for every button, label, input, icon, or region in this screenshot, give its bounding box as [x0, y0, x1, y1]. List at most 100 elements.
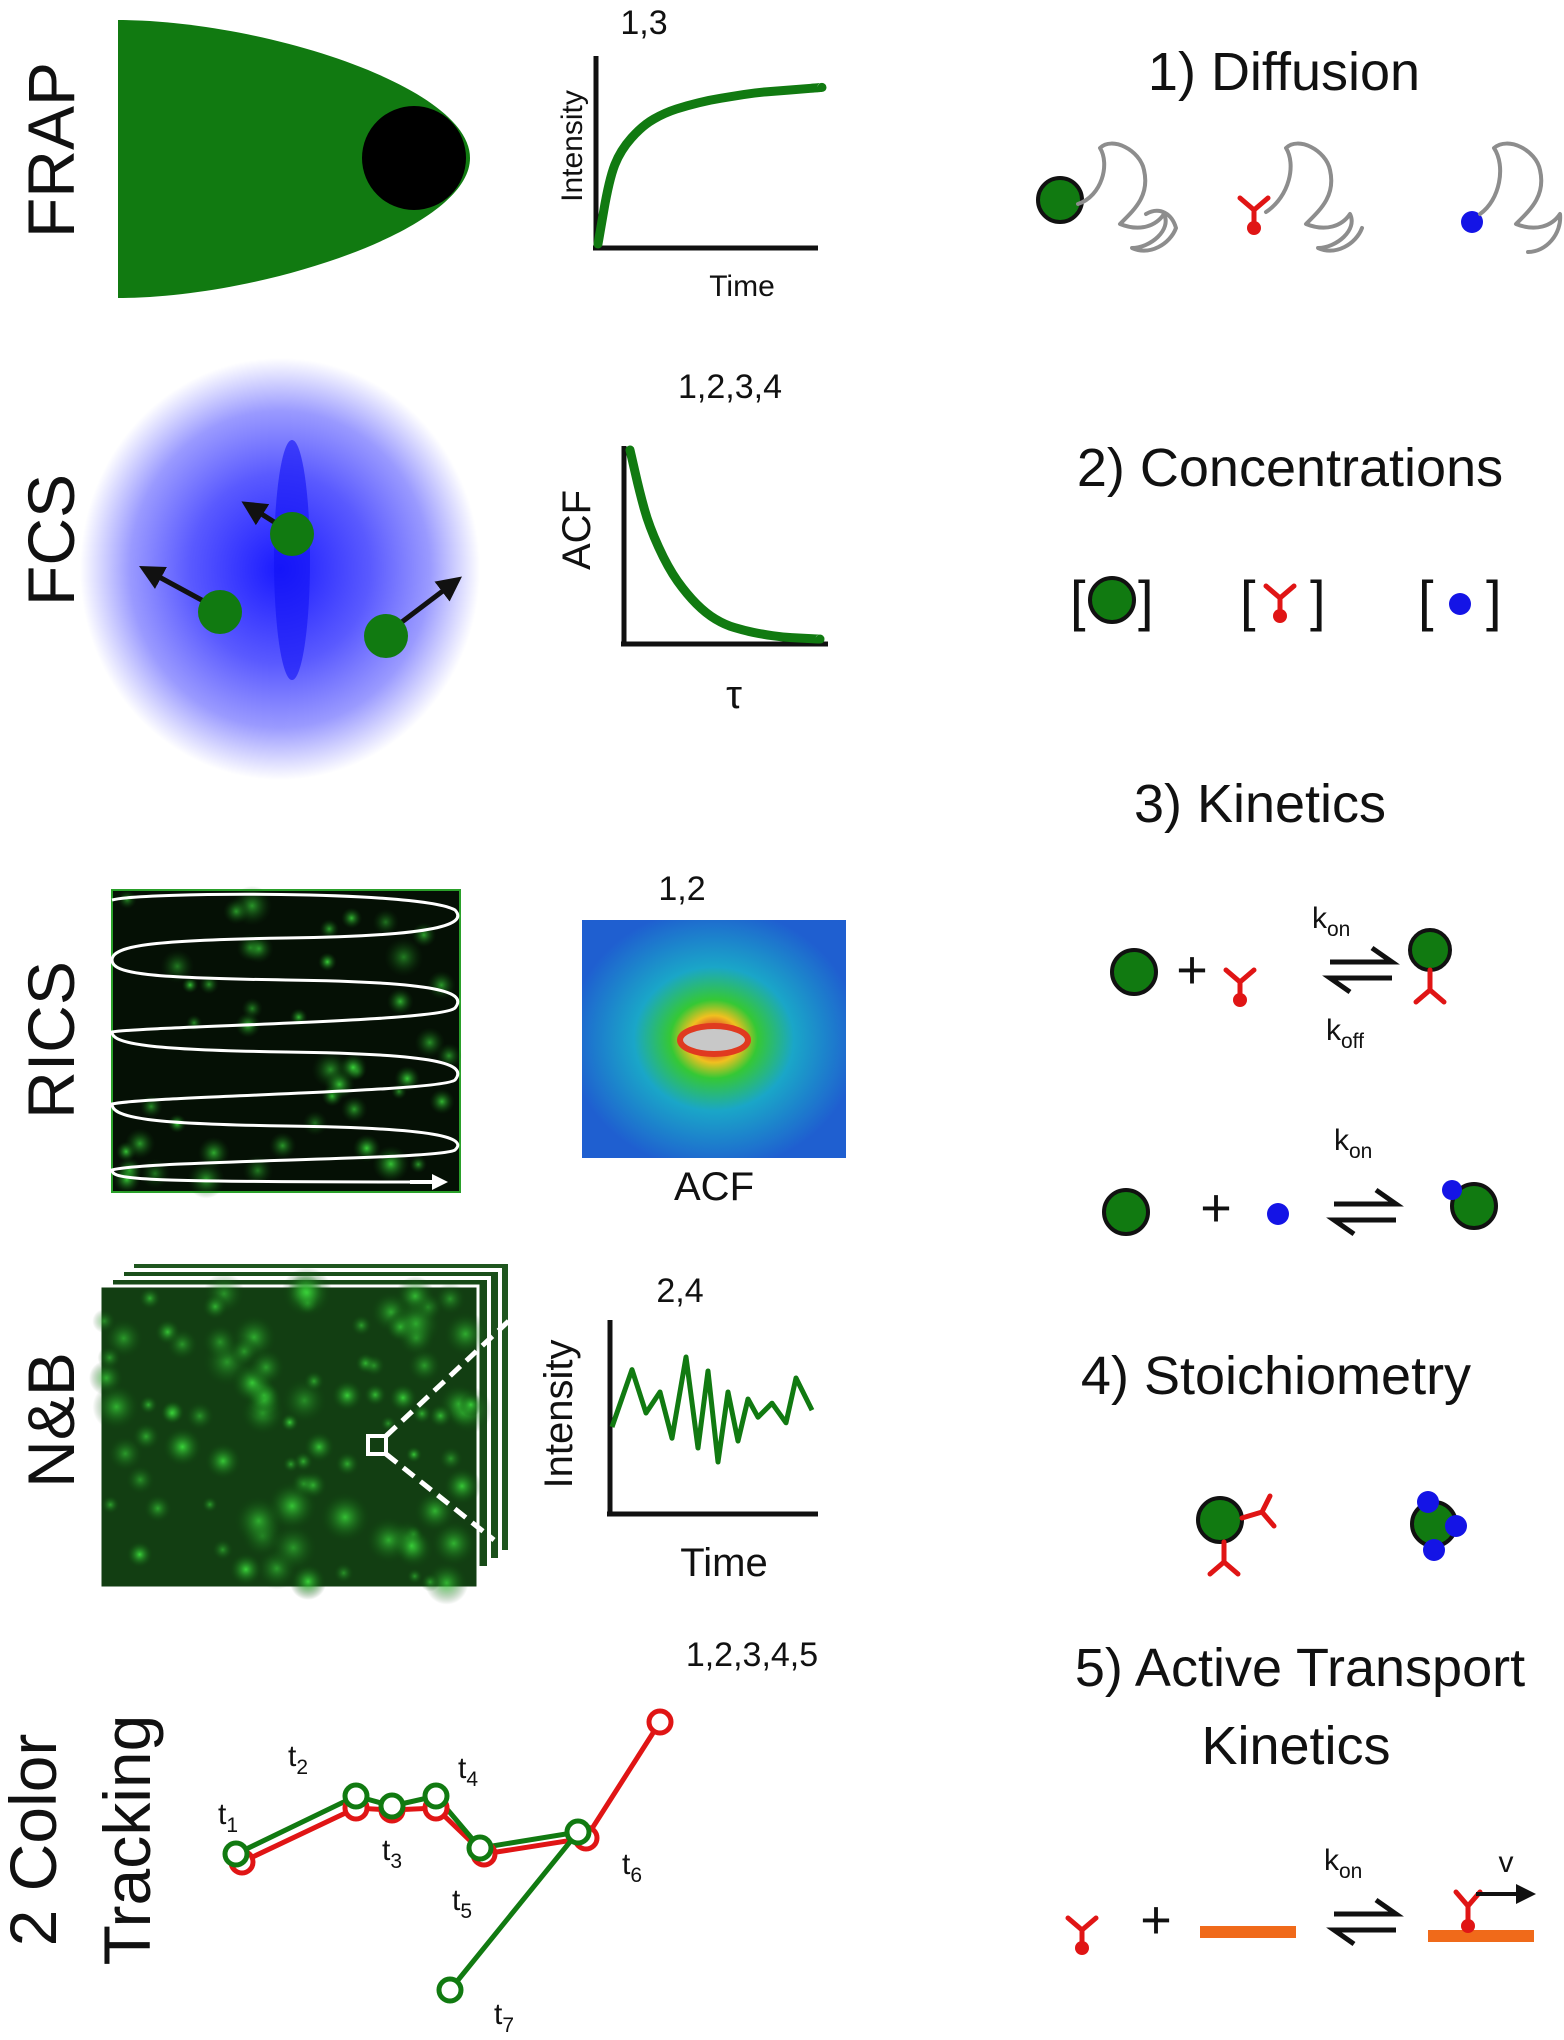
speckle: [289, 1563, 327, 1600]
kin2-green-particle: [1102, 1188, 1150, 1236]
speckle: [430, 1519, 478, 1567]
tracking-time-label-6: t6: [622, 1848, 642, 1887]
speckle: [181, 976, 199, 994]
kin2-kon-label: kon: [1334, 1124, 1372, 1163]
speckle: [414, 1027, 445, 1058]
speckle: [318, 952, 337, 972]
rics-caption: ACF: [674, 1165, 754, 1209]
speckle: [92, 1383, 141, 1431]
tracking-green-point-4: [422, 1782, 450, 1810]
speckle: [319, 919, 340, 939]
nb-panel: N&B 2,4 Intensity Time: [14, 1260, 818, 1605]
speckle: [303, 1431, 336, 1463]
conc-bracket-close-1: ]: [1138, 569, 1154, 632]
speckle: [420, 1572, 440, 1592]
concentrations-panel: 2) Concentrations [ ] [ ] [ ]: [1070, 438, 1503, 632]
nb-label: N&B: [14, 1352, 88, 1488]
stoich-green-particle-1: [1196, 1496, 1244, 1544]
nb-speckles: [88, 1267, 493, 1605]
kin2-product-blue: [1442, 1180, 1462, 1200]
tracking-time-label-7: t7: [494, 1998, 514, 2037]
fcs-focal-core: [274, 440, 310, 680]
tracking-green-track: [234, 1793, 585, 1992]
speckle: [246, 1348, 286, 1387]
speckle: [241, 997, 263, 1020]
speckle: [397, 1318, 436, 1357]
rics-acf-peak: [677, 1023, 751, 1057]
tracking-label-line2: Tracking: [90, 1715, 164, 1966]
diffusion-green-particle: [1036, 176, 1084, 224]
speckle: [341, 907, 363, 929]
speckle: [233, 1495, 285, 1547]
tracking-time-label-1: t1: [218, 1798, 238, 1837]
tracking-green-point-2: [342, 1782, 370, 1810]
tracking-time-label-3: t3: [382, 1834, 402, 1873]
speckle: [333, 1562, 355, 1584]
conc-blue-particle: [1449, 593, 1471, 615]
nb-zoom-line-bottom: [384, 1452, 496, 1542]
speckle: [319, 1491, 371, 1543]
fcs-ylabel: ACF: [555, 490, 599, 570]
rics-applies-to: 1,2: [658, 870, 705, 908]
speckle: [113, 1165, 141, 1194]
fcs-particle-1: [198, 590, 242, 634]
speckle: [268, 1523, 318, 1573]
speckle: [244, 934, 274, 964]
fcs-label: FCS: [14, 474, 88, 606]
speckle: [386, 988, 414, 1015]
kin1-plus: +: [1176, 940, 1208, 1000]
kin1-green-particle: [1110, 948, 1158, 996]
speckle: [442, 1466, 482, 1506]
kin2-plus: +: [1200, 1178, 1232, 1238]
speckle: [372, 908, 400, 936]
tracking-applies-to: 1,2,3,4,5: [686, 1636, 818, 1674]
stoich-blue-2: [1445, 1515, 1467, 1537]
speckle: [201, 1496, 219, 1513]
speckle: [409, 1155, 428, 1174]
stoich-blue-3: [1423, 1539, 1445, 1561]
fcs-particle-2: [270, 512, 314, 556]
kinetics-title: 3) Kinetics: [1134, 774, 1386, 834]
tracking-time-label-5: t5: [452, 1884, 472, 1923]
transport-velocity-label: v: [1499, 1846, 1514, 1879]
speckle: [429, 1088, 455, 1115]
diffusion-path-2: [1264, 141, 1364, 253]
speckle: [140, 1158, 170, 1189]
speckle: [424, 1561, 469, 1605]
frap-ylabel: Intensity: [556, 90, 589, 202]
speckle: [126, 1540, 154, 1569]
speckle: [363, 1383, 388, 1407]
speckle: [352, 1134, 381, 1163]
speckle: [411, 1403, 433, 1425]
speckle: [138, 1395, 159, 1415]
speckle: [362, 1354, 386, 1378]
kin1-product-antibody: [1413, 967, 1447, 1005]
fcs-acf-curve: [625, 445, 825, 644]
frap-cell: [118, 20, 470, 298]
diffusion-path-3: [1478, 141, 1563, 254]
speckle: [228, 1552, 264, 1587]
active-transport-title-line1: 5) Active Transport: [1075, 1638, 1525, 1698]
transport-equilibrium-arrows: [1326, 1897, 1404, 1947]
conc-bracket-open-2: [: [1240, 569, 1256, 632]
tracking-green-point-5: [466, 1834, 494, 1862]
diffusion-blue-particle: [1461, 211, 1483, 233]
tracking-green-point-7: [436, 1976, 464, 2004]
speckle: [334, 1451, 360, 1477]
speckle: [201, 1323, 239, 1361]
concentrations-title: 2) Concentrations: [1077, 438, 1503, 498]
stoich-antibodies: [1207, 1493, 1277, 1577]
fcs-panel: FCS 1,2,3,4 ACF τ: [14, 358, 828, 780]
speckle: [324, 1069, 355, 1100]
speckle: [282, 1455, 300, 1473]
speckle: [340, 1095, 368, 1123]
speckle: [303, 1370, 325, 1393]
kinetics-panel: 3) Kinetics + kon koff kon +: [1102, 774, 1498, 1238]
speckle: [160, 949, 195, 984]
frap-label: FRAP: [14, 62, 88, 238]
active-transport-panel: 5) Active Transport Kinetics + kon v: [1068, 1638, 1536, 1955]
nb-zoom-line-top: [384, 1314, 516, 1438]
tracking-green-point-1: [222, 1840, 250, 1868]
tracking-green-point-3: [378, 1792, 406, 1820]
